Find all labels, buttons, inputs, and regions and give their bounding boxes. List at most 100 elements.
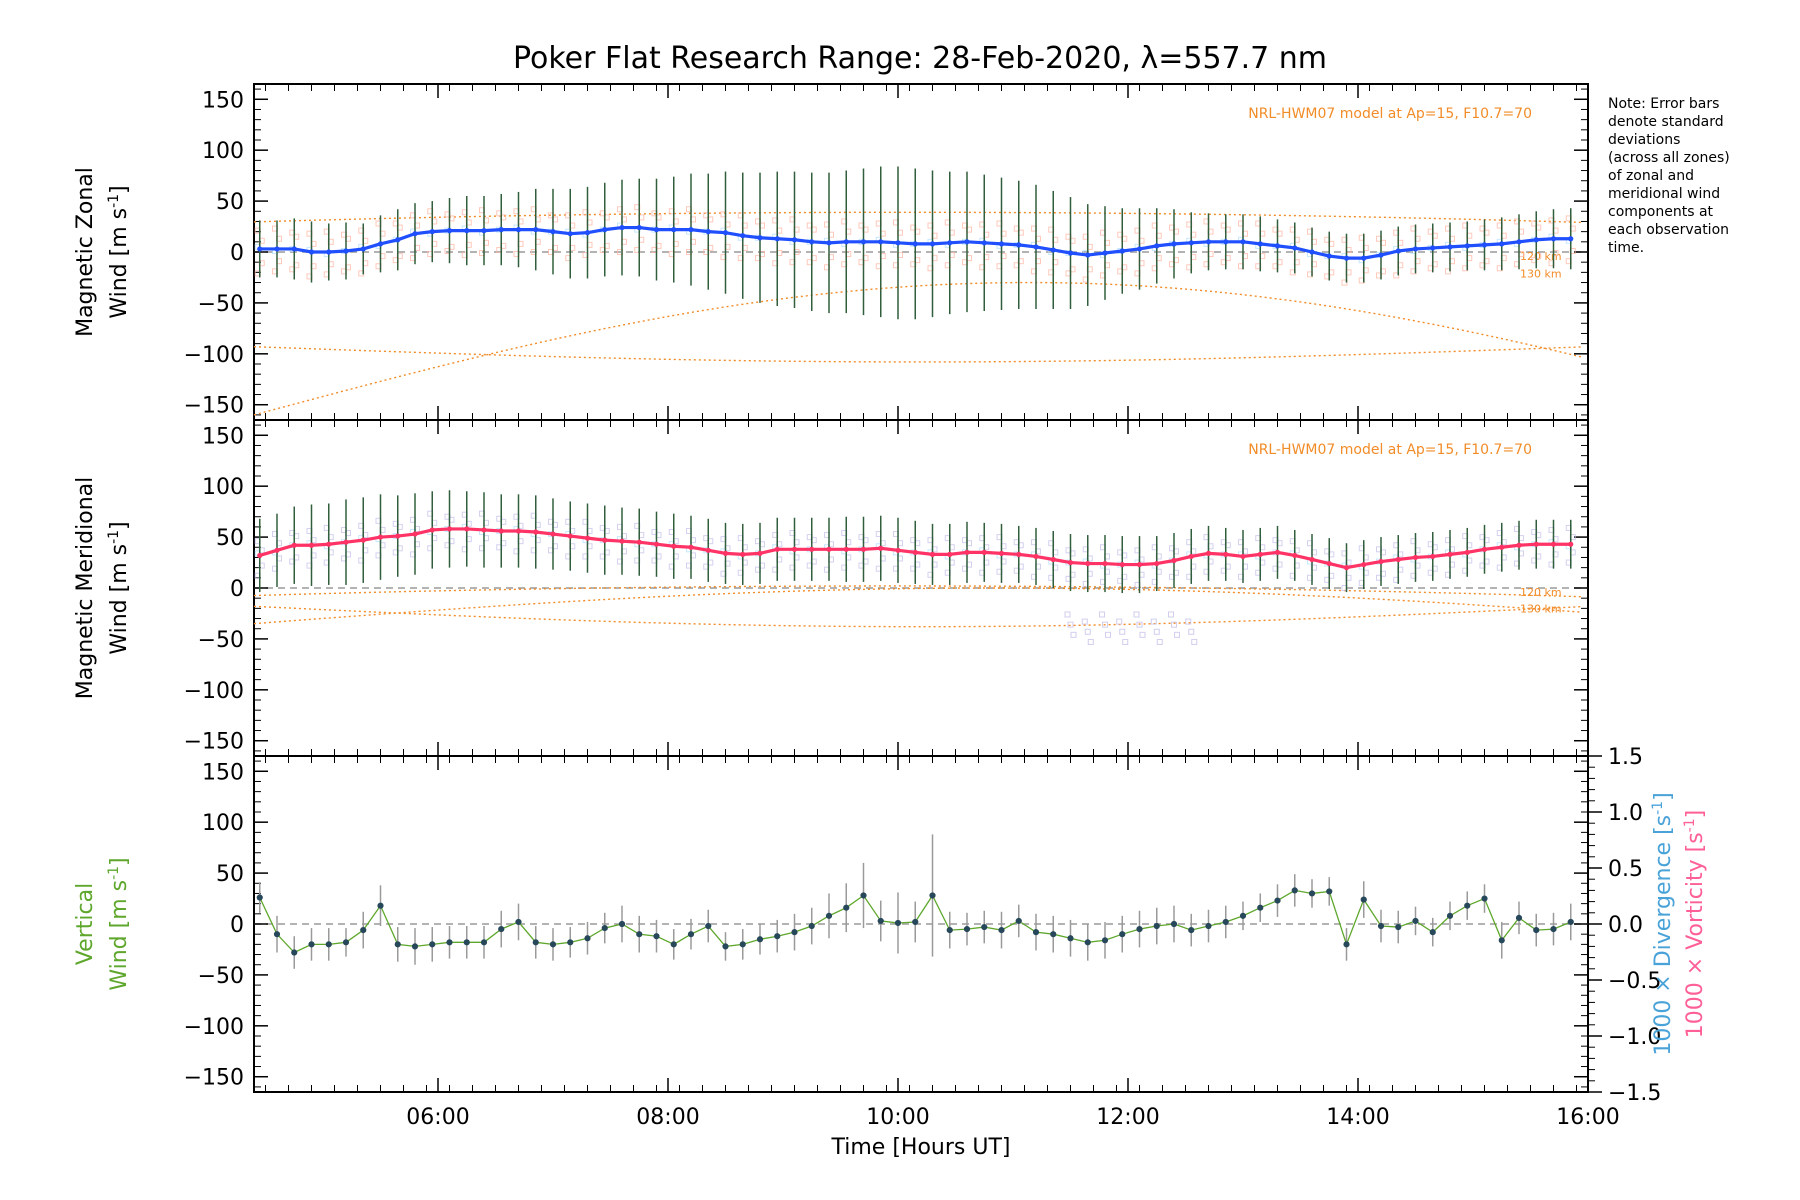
vertical-panel-data-point (670, 941, 677, 948)
meridional-panel-data-point (998, 550, 1005, 556)
meridional-panel-data-point (377, 534, 384, 540)
meridional-panel-data-point (1568, 541, 1574, 547)
zonal-panel-data-point (809, 239, 815, 245)
vertical-panel-data-point (1308, 890, 1316, 897)
vertical-panel-data-point (687, 931, 695, 938)
meridional-panel-data-point (619, 538, 625, 544)
vertical-panel-y-tick-label: 50 (216, 862, 244, 887)
meridional-panel-data-point (774, 546, 780, 552)
zonal-panel-data-point (1499, 241, 1505, 247)
vertical-panel-data-point (894, 919, 902, 927)
meridional-panel-data-point (1274, 549, 1281, 555)
meridional-panel-data-point (964, 549, 970, 555)
zonal-panel-data-point (1067, 250, 1074, 256)
x-tick-label: 06:00 (406, 1105, 469, 1130)
meridional-panel-data-point (1550, 541, 1557, 547)
zonal-panel-data-point (843, 239, 849, 245)
meridional-panel-data-point (1533, 541, 1539, 547)
zonal-panel-data-point (998, 241, 1005, 247)
zonal-panel-data-point (1464, 243, 1470, 249)
vertical-panel-data-point (1291, 887, 1298, 894)
meridional-panel-data-point (1205, 550, 1212, 556)
vertical-panel-data-point (722, 943, 729, 950)
vertical-panel-data-point (1464, 902, 1471, 909)
vertical-panel-data-point (515, 918, 522, 926)
zonal-panel-model-curve-3 (253, 281, 1583, 416)
meridional-panel-extra-sample-point (1099, 611, 1105, 618)
zonal-panel-data-point (740, 233, 746, 239)
zonal-panel-data-point (274, 246, 280, 252)
note-line: meridional wind (1608, 186, 1720, 202)
zonal-panel-data-point (1447, 244, 1453, 250)
meridional-panel-y-title-group: Magnetic Meridional Wind [m s-1] (73, 477, 132, 699)
zonal-panel-data-point (1154, 243, 1160, 249)
vertical-panel-data-point (1050, 931, 1057, 938)
vertical-panel-data-point (1412, 917, 1419, 925)
meridional-panel-data-point (929, 551, 936, 558)
zonal-panel-data-point (1412, 246, 1419, 252)
vertical-panel-data-point (877, 917, 884, 925)
zonal-panel-y-tick-label: −50 (198, 292, 244, 317)
zonal-panel-data-point (584, 230, 591, 236)
vertical-panel-data-point (1257, 904, 1264, 911)
vertical-panel-data-point (1205, 922, 1212, 930)
meridional-panel-data-point (826, 546, 832, 552)
zonal-panel-data-point (791, 237, 798, 243)
zonal-panel-y-tick-label: 100 (202, 139, 244, 164)
vertical-panel-data-point (377, 902, 384, 909)
zonal-panel-data-point (653, 227, 660, 233)
zonal-panel-y-tick-label: −100 (184, 343, 244, 368)
meridional-panel-data-point (1154, 560, 1160, 567)
vertical-panel-data-point (705, 922, 712, 930)
plot-layer: −150 −100 −50 0 50 100 150 NRL-HWM07 model at A… (73, 83, 1708, 1160)
zonal-panel-data-point (533, 227, 539, 233)
meridional-panel-extra-sample-point (1122, 638, 1129, 645)
meridional-panel-data-point (636, 539, 642, 545)
note-group: Note: Error bars denote standard deviation… (1608, 96, 1730, 256)
vertical-panel-data-point (342, 939, 350, 946)
meridional-panel-extra-sample-point (1153, 628, 1160, 635)
vertical-panel-data-point (1533, 927, 1540, 934)
vertical-panel-data-point (1481, 895, 1488, 902)
vertical-panel-data-point (1377, 922, 1385, 930)
right-axis-title-vorticity: 1000 × Vorticity [s-1] (1682, 810, 1708, 1038)
zonal-panel-data-point (377, 241, 384, 247)
zonal-panel-data-point (1033, 244, 1039, 250)
vertical-panel-data-point (308, 941, 315, 948)
vertical-panel-data-point (1170, 920, 1178, 928)
meridional-panel-data-point (291, 542, 297, 548)
right-axis-title-divergence: 1000 × Divergence [s-1] (1650, 792, 1676, 1055)
meridional-panel-y-tick-label: −150 (184, 730, 244, 755)
meridional-panel-data-point (1223, 551, 1229, 558)
zonal-panel-data-point (1016, 242, 1022, 248)
vertical-panel-y-tick-label: 0 (230, 913, 244, 938)
meridional-panel-extra-sample-point (1156, 638, 1163, 645)
meridional-panel-y-tick-label: 0 (230, 577, 244, 602)
meridional-panel-model-curve-1 (253, 605, 1583, 628)
meridional-panel-data-point (895, 547, 901, 553)
zonal-panel-data-point (1274, 243, 1281, 249)
zonal-panel-data-point (498, 227, 504, 233)
note-line: components at (1608, 204, 1714, 220)
vertical-panel-data-point (584, 935, 591, 942)
zonal-panel-data-point (1188, 240, 1194, 246)
right-axis-tick-label: −1.5 (1608, 1081, 1661, 1106)
meridional-panel-extra-sample-point (1191, 638, 1198, 645)
vertical-panel-data-point (1429, 929, 1436, 936)
meridional-panel-data-point (809, 546, 815, 552)
zonal-panel-data-point (515, 227, 522, 233)
zonal-panel-data-point (1171, 241, 1177, 247)
meridional-panel-data-point (464, 526, 470, 532)
meridional-panel-y-title-line1: Magnetic Meridional (73, 477, 98, 699)
meridional-panel-data-point (1326, 560, 1332, 567)
vertical-panel-data-point (1446, 912, 1454, 919)
zonal-panel-data-point (1257, 241, 1263, 247)
meridional-panel-data-point (947, 551, 953, 558)
meridional-panel-y-tick-label: 50 (216, 526, 244, 551)
vertical-panel-data-point (273, 931, 281, 938)
right-axis-tick-label: 0.0 (1608, 913, 1643, 938)
zonal-panel-data-point (1326, 253, 1332, 259)
vertical-panel-data-point (1032, 929, 1040, 936)
meridional-panel-data-point (1188, 553, 1194, 560)
meridional-panel-data-point (791, 546, 798, 552)
